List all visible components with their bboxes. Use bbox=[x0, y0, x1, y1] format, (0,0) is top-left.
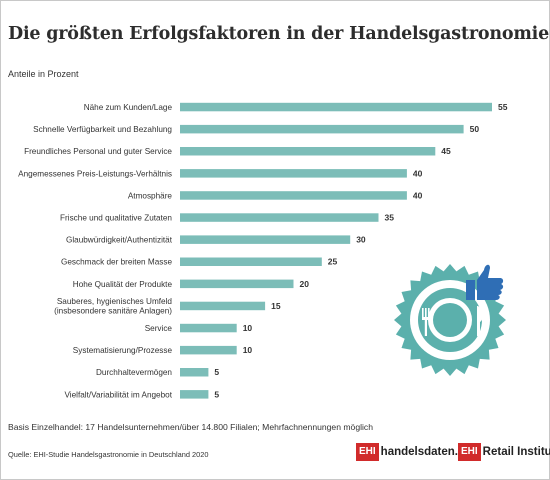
bar bbox=[180, 323, 237, 333]
bar bbox=[180, 257, 322, 266]
bar bbox=[180, 279, 294, 289]
category-label: Glaubwürdigkeit/Authentizität bbox=[66, 236, 173, 245]
category-label: Schnelle Verfügbarkeit und Bezahlung bbox=[33, 125, 172, 134]
value-label: 55 bbox=[498, 102, 508, 112]
value-label: 15 bbox=[271, 301, 281, 311]
value-label: 30 bbox=[356, 235, 366, 245]
value-label: 5 bbox=[214, 389, 219, 399]
bar bbox=[180, 169, 407, 178]
category-label: Service bbox=[145, 324, 173, 333]
value-label: 10 bbox=[243, 323, 253, 333]
value-label: 45 bbox=[441, 146, 451, 156]
category-label: Angemessenes Preis-Leistungs-Verhältnis bbox=[18, 169, 172, 178]
food-illustration bbox=[394, 264, 506, 376]
chart-title: Die größten Erfolgsfaktoren in der Hande… bbox=[8, 24, 550, 44]
bar bbox=[180, 102, 492, 112]
category-label: Sauberes, hygienisches Umfeld (insbesonde… bbox=[54, 297, 172, 316]
category-label: Freundliches Personal und guter Service bbox=[24, 147, 172, 156]
handelsdaten-logo-box: EHI bbox=[356, 443, 379, 461]
category-label: Atmosphäre bbox=[128, 191, 173, 200]
value-label: 5 bbox=[214, 367, 219, 377]
bar bbox=[180, 368, 209, 377]
category-label: Systematisierung/Prozesse bbox=[73, 346, 173, 355]
source-note: Quelle: EHI-Studie Handelsgastronomie in… bbox=[8, 450, 209, 459]
category-label: Vielfalt/Variabilität im Angebot bbox=[64, 390, 172, 399]
value-label: 50 bbox=[470, 124, 480, 134]
retail-institute-logo-box: EHI bbox=[458, 443, 481, 461]
thumbs-up-icon bbox=[466, 264, 504, 300]
category-label: Geschmack der breiten Masse bbox=[61, 258, 172, 267]
bar bbox=[180, 235, 351, 244]
basis-note: Basis Einzelhandel: 17 Handelsunternehme… bbox=[8, 422, 373, 432]
bar bbox=[180, 345, 237, 355]
value-label: 25 bbox=[328, 257, 338, 267]
category-label: Frische und qualitative Zutaten bbox=[60, 214, 172, 223]
value-label: 35 bbox=[385, 213, 395, 223]
knife-icon bbox=[477, 306, 483, 336]
value-label: 40 bbox=[413, 168, 423, 178]
value-label: 20 bbox=[300, 279, 310, 289]
chart-subtitle: Anteile in Prozent bbox=[8, 69, 79, 79]
bar bbox=[180, 213, 379, 222]
category-label: Hohe Qualität der Produkte bbox=[73, 280, 173, 289]
bar bbox=[180, 301, 266, 311]
handelsdaten-logo-text: handelsdaten.de bbox=[380, 446, 472, 458]
value-label: 40 bbox=[413, 190, 423, 200]
retail-institute-logo-text: Retail Institute bbox=[482, 446, 550, 458]
category-label: Nähe zum Kunden/Lage bbox=[84, 103, 173, 112]
bar bbox=[180, 124, 464, 134]
bar bbox=[180, 390, 209, 399]
bar bbox=[180, 147, 436, 156]
handelsdaten-logo: EHI handelsdaten.de bbox=[356, 443, 471, 461]
fork-icon bbox=[422, 308, 430, 336]
category-label: Durchhaltevermögen bbox=[96, 368, 172, 377]
retail-institute-logo: EHI Retail Institute® bbox=[458, 443, 550, 461]
bar bbox=[180, 191, 407, 200]
value-label: 10 bbox=[243, 345, 253, 355]
